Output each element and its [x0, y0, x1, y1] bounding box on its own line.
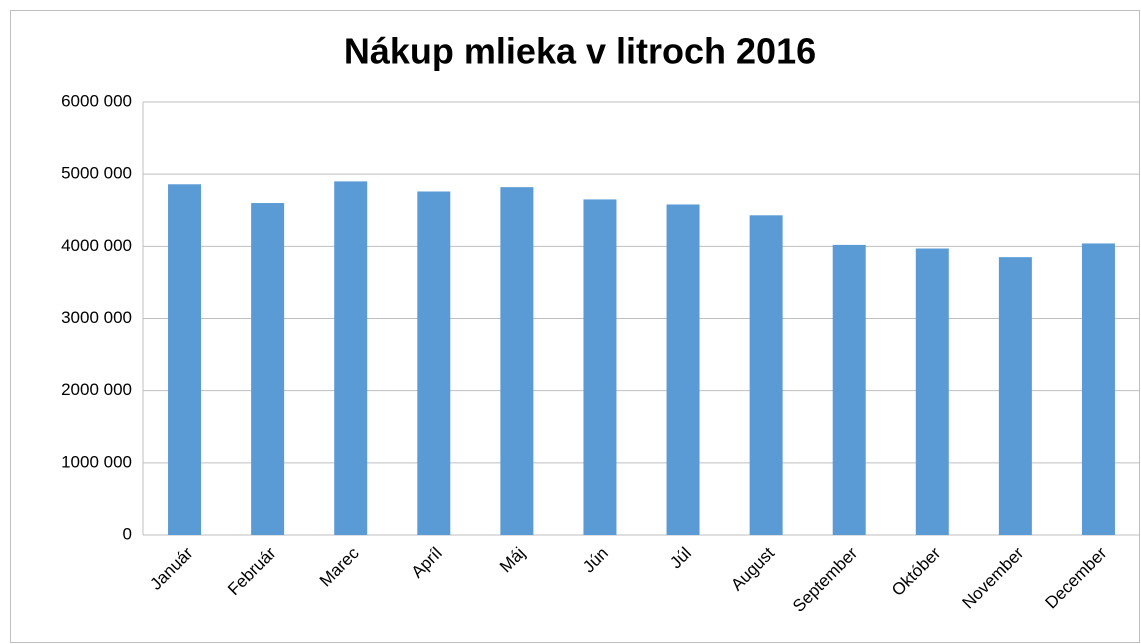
- bar: [1081, 243, 1115, 536]
- bar: [417, 191, 451, 535]
- bar: [832, 244, 866, 535]
- bar: [251, 203, 285, 536]
- y-tick-label: 5000 000: [61, 164, 132, 183]
- bar: [583, 199, 617, 536]
- bar: [666, 204, 700, 535]
- bar: [749, 215, 783, 535]
- chart-title: Nákup mlieka v litroch 2016: [344, 31, 816, 72]
- y-tick-label: 0: [123, 524, 132, 543]
- y-tick-label: 2000 000: [61, 380, 132, 399]
- y-tick-label: 3000 000: [61, 308, 132, 327]
- y-tick-label: 6000 000: [61, 91, 132, 110]
- bar: [334, 181, 368, 535]
- bar: [500, 187, 534, 535]
- y-tick-label: 1000 000: [61, 452, 132, 471]
- bar: [998, 257, 1032, 535]
- y-tick-label: 4000 000: [61, 236, 132, 255]
- bar: [915, 248, 949, 535]
- bar: [168, 184, 202, 535]
